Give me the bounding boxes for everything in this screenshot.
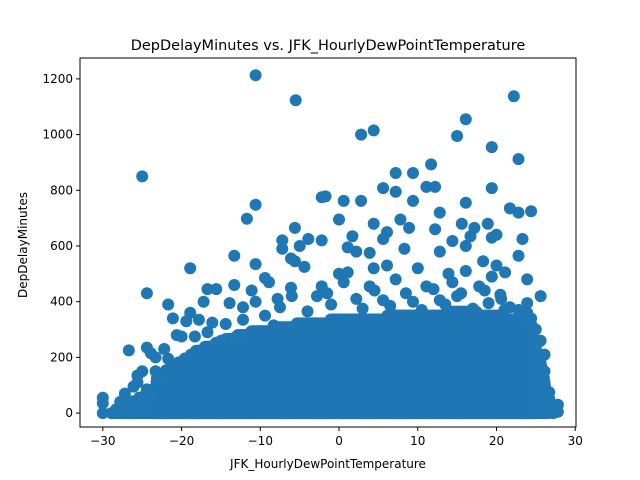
chart-title: DepDelayMinutes vs. JFK_HourlyDewPointTe… [131, 38, 526, 54]
plot-area [96, 69, 564, 420]
